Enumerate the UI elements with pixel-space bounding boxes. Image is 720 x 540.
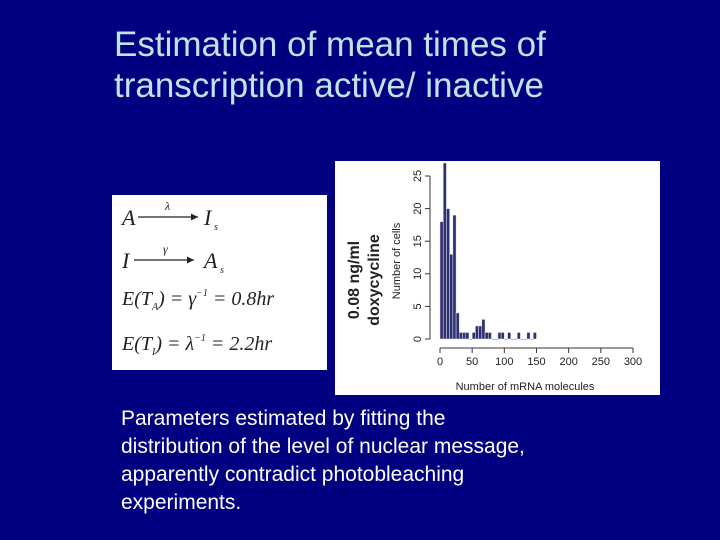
side-label-line-1: 0.08 ng/ml [346, 241, 363, 319]
side-label-line-2: doxycycline [366, 234, 383, 326]
eq1-from: A [120, 205, 136, 230]
histogram-bar [439, 221, 444, 340]
histogram-bar [459, 332, 463, 340]
eq1-to: I [203, 205, 213, 230]
histogram-bar [494, 338, 499, 341]
histogram-bar [507, 332, 512, 340]
x-tick-label: 250 [592, 356, 610, 368]
body-line-3: apparently contradict photobleaching [121, 463, 465, 486]
eq2-from: I [121, 248, 131, 273]
x-tick-label: 50 [466, 356, 478, 368]
histogram-bar [481, 319, 486, 340]
histogram-bar [533, 332, 537, 340]
histogram-bar [446, 208, 450, 340]
histogram-bar [488, 332, 492, 340]
histogram-bar [478, 325, 483, 340]
title-line-1: Estimation of mean times of [114, 25, 546, 64]
histogram-bar [491, 338, 495, 341]
x-axis-label: Number of mRNA molecules [456, 381, 595, 393]
eq2-arrowhead [187, 256, 194, 264]
body-line-1: Parameters estimated by fitting the [121, 407, 446, 430]
eq2-rate: γ [163, 242, 168, 256]
histogram-bar [497, 332, 502, 340]
slide-title: Estimation of mean times of transcriptio… [114, 24, 674, 106]
histogram-bar [500, 332, 505, 340]
x-tick-label: 100 [495, 356, 513, 368]
x-tick-label: 0 [437, 356, 443, 368]
y-tick-label: 15 [412, 235, 424, 247]
title-line-2: transcription active/ inactive [114, 66, 544, 105]
equations-graphic: A λ I s I γ A s E(TA) = γ−1 = 0.8hr E(TI… [120, 199, 274, 358]
histogram-bar [523, 338, 528, 341]
histogram-bar [455, 312, 460, 340]
eq4-lhs: E(TI) = λ−1 = 2.2hr [121, 333, 272, 358]
histogram-bar [449, 253, 454, 340]
x-tick-label: 200 [559, 356, 577, 368]
histogram-bar [504, 338, 508, 341]
histogram-panel: 0.08 ng/ml doxycycline Number of cells N… [335, 161, 660, 395]
y-tick-label: 0 [412, 336, 424, 342]
histogram-bar [516, 332, 521, 340]
x-tick-label: 150 [527, 356, 545, 368]
eq2-to: A [202, 248, 218, 273]
histogram-bar [462, 332, 466, 340]
y-tick-label: 10 [412, 268, 424, 280]
histogram-bar [468, 338, 473, 341]
equations-panel: A λ I s I γ A s E(TA) = γ−1 = 0.8hr E(TI… [112, 195, 327, 370]
histogram-bar [484, 332, 489, 340]
y-tick-label: 25 [412, 170, 424, 182]
histogram-bar [475, 325, 479, 340]
y-tick-label: 5 [412, 303, 424, 309]
eq1-rate: λ [164, 199, 170, 213]
y-axis-label: Number of cells [391, 222, 403, 299]
histogram-chart: 0.08 ng/ml doxycycline Number of cells N… [346, 162, 642, 393]
eq2-to-sub: s [220, 265, 224, 276]
histogram-bar [442, 162, 447, 340]
histogram-bar [529, 338, 534, 341]
body-line-4: experiments. [121, 491, 242, 514]
body-line-2: distribution of the level of nuclear mes… [121, 435, 525, 458]
histogram-bar [452, 214, 457, 340]
eq1-arrowhead [191, 213, 198, 221]
eq1-to-sub: s [214, 222, 218, 233]
histogram-bar [510, 338, 515, 341]
histogram-bar [513, 338, 518, 341]
eq3-lhs: E(TA) = γ−1 = 0.8hr [121, 288, 274, 313]
histogram-bar [465, 332, 470, 340]
histogram-bar [471, 332, 476, 340]
body-text: Parameters estimated by fitting the dist… [121, 405, 601, 517]
histogram-bar [526, 332, 531, 340]
histogram-bar [520, 338, 524, 341]
x-tick-label: 300 [624, 356, 642, 368]
y-tick-label: 20 [412, 202, 424, 214]
